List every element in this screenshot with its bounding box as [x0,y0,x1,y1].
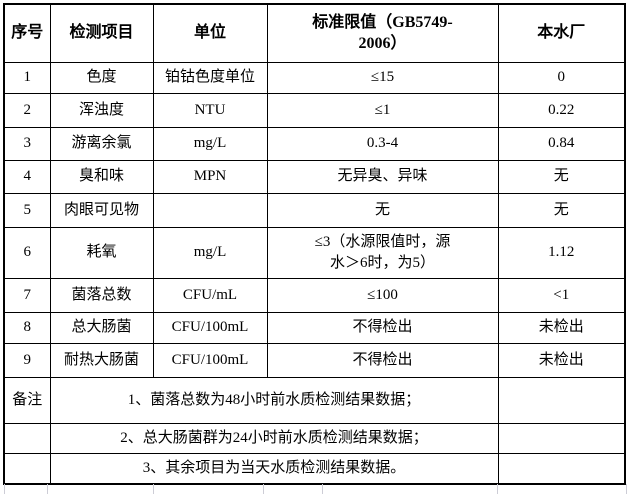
excel-gridline [47,484,48,494]
cell-limit: ≤15 [266,61,499,94]
cell-result: 未检出 [497,311,626,344]
table-row: 7 菌落总数 CFU/mL ≤100 <1 [3,277,626,313]
table-row: 8 总大肠菌 CFU/100mL 不得检出 未检出 [3,311,626,344]
excel-gridline [263,484,264,494]
cell-unit: 铂钴色度单位 [152,61,268,94]
cell-unit: CFU/mL [152,277,268,313]
header-cell-limit: 标准限值（GB5749-2006） [266,3,499,63]
cell-no: 1 [3,61,51,94]
table-row: 2 浑浊度 NTU ≤1 0.22 [3,92,626,128]
empty-cell [497,376,626,424]
cell-result: 0.22 [497,92,626,128]
header-cell-plant: 本水厂 [497,3,626,63]
cell-no: 6 [3,226,51,279]
cell-unit [152,192,268,228]
empty-cell [497,422,626,454]
remarks-label: 备注 [3,376,51,424]
cell-limit: 无异臭、异味 [266,159,499,194]
header-cell-item: 检测项目 [49,3,154,63]
table-row: 9 耐热大肠菌 CFU/100mL 不得检出 未检出 [3,342,626,378]
empty-cell [3,422,51,454]
cell-unit: mg/L [152,126,268,161]
excel-gridline [4,484,5,494]
cell-no: 5 [3,192,51,228]
table-row: 3 游离余氯 mg/L 0.3-4 0.84 [3,126,626,161]
cell-unit: CFU/100mL [152,342,268,378]
cell-item: 肉眼可见物 [49,192,154,228]
cell-no: 3 [3,126,51,161]
excel-gridline [497,484,498,494]
cell-no: 8 [3,311,51,344]
remark-line: 1、菌落总数为48小时前水质检测结果数据； [49,376,499,424]
cell-unit: mg/L [152,226,268,279]
table-row: 1 色度 铂钴色度单位 ≤15 0 [3,61,626,94]
empty-cell [497,452,626,485]
cell-unit: MPN [152,159,268,194]
cell-result: 0 [497,61,626,94]
excel-gridline [626,484,627,494]
table-row: 5 肉眼可见物 无 无 [3,192,626,228]
cell-unit: NTU [152,92,268,128]
table-row: 4 臭和味 MPN 无异臭、异味 无 [3,159,626,194]
cell-no: 4 [3,159,51,194]
remark-line: 2、总大肠菌群为24小时前水质检测结果数据； [49,422,499,454]
excel-gridline [322,484,323,494]
cell-no: 7 [3,277,51,313]
cell-item: 总大肠菌 [49,311,154,344]
cell-limit: 不得检出 [266,342,499,378]
cell-result: 无 [497,159,626,194]
excel-gridline [153,484,154,494]
cell-item: 菌落总数 [49,277,154,313]
excel-gridlines-partial-row [0,484,628,494]
cell-item: 色度 [49,61,154,94]
remark-line: 3、其余项目为当天水质检测结果数据。 [49,452,499,485]
cell-limit: ≤3（水源限值时，源水＞6时，为5） [266,226,499,279]
cell-result: 1.12 [497,226,626,279]
table-row: 6 耗氧 mg/L ≤3（水源限值时，源水＞6时，为5） 1.12 [3,226,626,279]
remarks-row: 3、其余项目为当天水质检测结果数据。 [3,452,626,485]
cell-item: 臭和味 [49,159,154,194]
cell-no: 2 [3,92,51,128]
cell-no: 9 [3,342,51,378]
cell-limit: ≤100 [266,277,499,313]
remarks-row: 2、总大肠菌群为24小时前水质检测结果数据； [3,422,626,454]
cell-item: 浑浊度 [49,92,154,128]
cell-limit: 0.3-4 [266,126,499,161]
cell-item: 耐热大肠菌 [49,342,154,378]
cell-result: <1 [497,277,626,313]
cell-limit: 不得检出 [266,311,499,344]
cell-item: 游离余氯 [49,126,154,161]
header-cell-unit: 单位 [152,3,268,63]
cell-limit: ≤1 [266,92,499,128]
empty-cell [3,452,51,485]
limit-text: ≤3（水源限值时，源水＞6时，为5） [314,234,451,271]
header-row: 序号 检测项目 单位 标准限值（GB5749-2006） 本水厂 [3,3,626,63]
cell-item: 耗氧 [49,226,154,279]
header-limit-text: 标准限值（GB5749-2006） [312,13,453,53]
water-quality-table: 序号 检测项目 单位 标准限值（GB5749-2006） 本水厂 1 色度 铂钴… [3,3,626,485]
remarks-row: 备注 1、菌落总数为48小时前水质检测结果数据； [3,376,626,424]
cell-limit: 无 [266,192,499,228]
cell-result: 未检出 [497,342,626,378]
cell-unit: CFU/100mL [152,311,268,344]
cell-result: 0.84 [497,126,626,161]
cell-result: 无 [497,192,626,228]
header-cell-no: 序号 [3,3,51,63]
